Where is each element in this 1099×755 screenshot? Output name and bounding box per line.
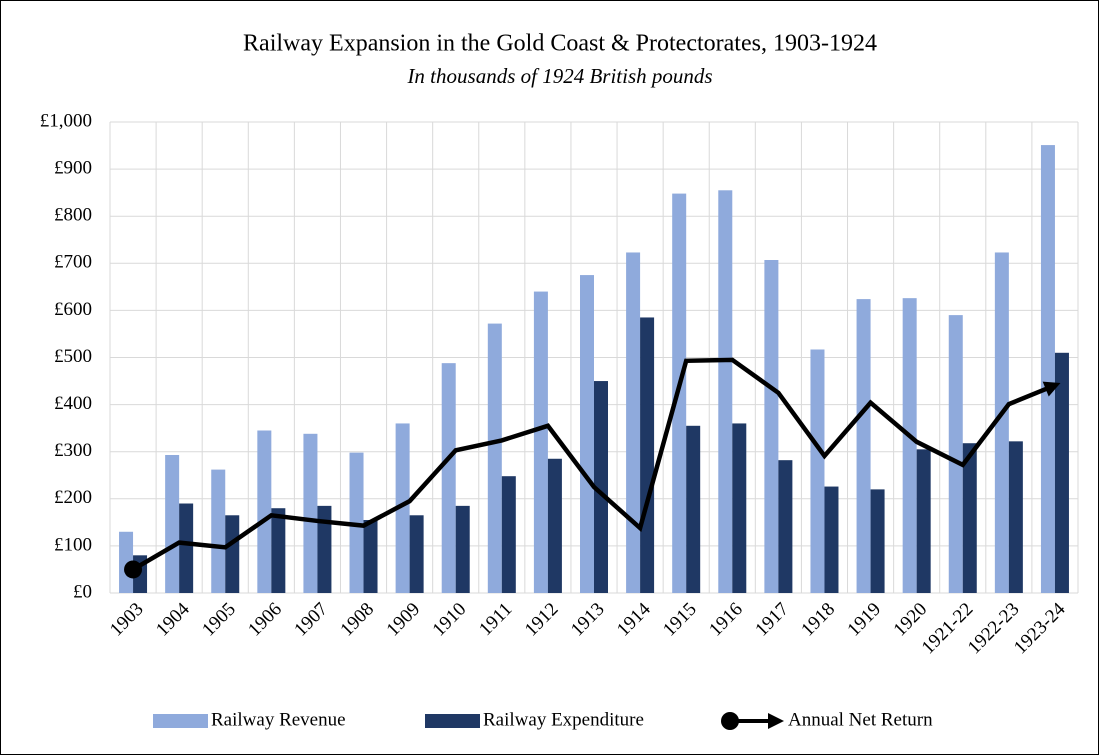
legend-swatch-marker [721,712,739,730]
bar [303,433,318,593]
bar [902,298,917,593]
bar [626,252,641,594]
bar [271,508,286,593]
y-tick-label: £300 [54,440,92,461]
y-tick-label: £600 [54,299,92,320]
line-end-arrow [1042,381,1061,397]
y-tick-label: £900 [54,157,92,178]
net-return-line [131,357,1056,572]
bar [948,315,963,593]
bar [732,423,747,593]
bar [441,363,456,593]
bar [225,515,240,593]
bar [179,503,194,593]
legend-label: Railway Revenue [211,709,346,730]
bar [409,515,424,593]
bar [395,423,410,593]
y-tick-label: £100 [54,534,92,555]
y-tick-label: £700 [54,252,92,273]
legend-swatch [425,714,480,728]
y-tick-label: £200 [54,487,92,508]
y-tick-label: £800 [54,205,92,226]
bar [165,454,180,593]
bar [718,190,733,594]
bar [764,260,779,593]
legend-swatch-arrow [768,713,784,729]
bar [363,519,378,593]
bar [547,458,562,593]
y-tick-label: £1,000 [40,110,92,131]
bar [257,430,272,593]
bar [686,425,701,593]
bar [1040,145,1055,594]
bar [962,443,977,593]
bar [994,252,1009,594]
bar [317,505,332,593]
bar [640,317,655,593]
line-start-marker [124,560,143,579]
y-tick-label: £0 [73,581,92,602]
bar [916,449,931,593]
bar [870,489,885,593]
bar [533,291,548,593]
chart-title: Railway Expansion in the Gold Coast & Pr… [243,31,877,57]
bar [824,486,839,593]
y-tick-label: £500 [54,346,92,367]
y-tick-label: £400 [54,393,92,414]
bar [856,299,871,593]
bar [211,469,226,593]
bar [487,323,502,593]
bar [1054,352,1069,593]
bar [810,349,825,593]
chart-subtitle: In thousands of 1924 British pounds [406,64,712,88]
legend-label: Railway Expenditure [483,709,644,730]
bar [501,476,516,593]
legend-swatch [153,714,208,728]
bar [1008,441,1023,593]
bar [594,381,608,593]
legend-label: Annual Net Return [788,709,933,730]
bar [778,460,793,593]
bar [455,505,470,593]
bar [580,275,594,593]
